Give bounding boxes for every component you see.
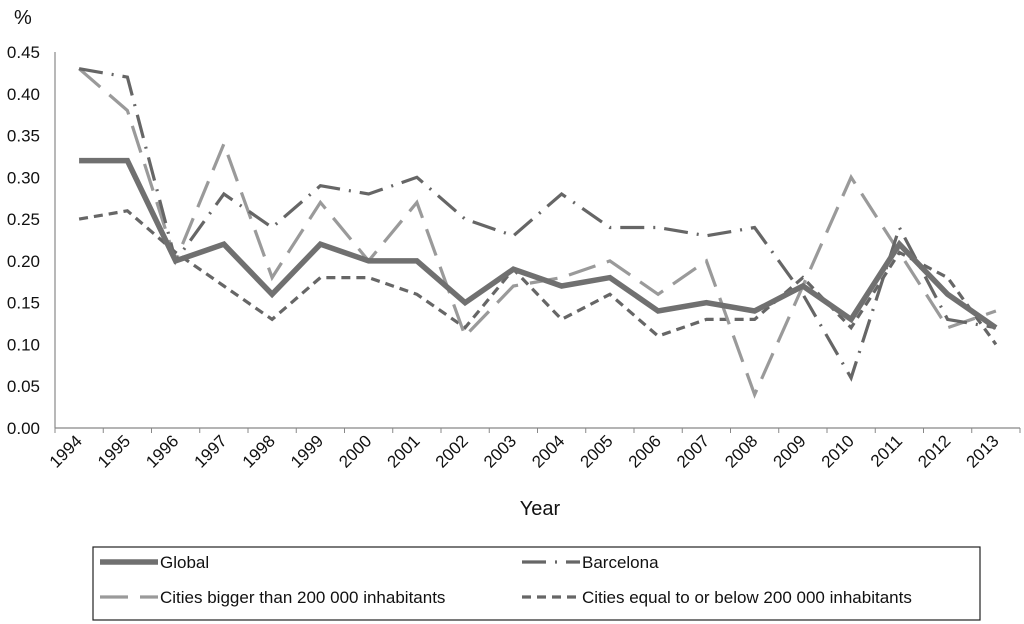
legend-label: Cities bigger than 200 000 inhabitants [160, 588, 445, 607]
x-tick-label: 2011 [867, 431, 906, 470]
x-tick-label: 2009 [770, 431, 810, 471]
x-tick-label: 1998 [239, 431, 279, 471]
x-axis-title: Year [520, 498, 561, 520]
y-tick-label: 0.05 [7, 377, 40, 396]
x-tick-label: 1999 [287, 431, 327, 471]
series-cities-equal-to-or-below-200-000-inhabitants [78, 209, 998, 346]
legend-label: Cities equal to or below 200 000 inhabit… [582, 588, 912, 607]
x-tick-label: 1996 [142, 431, 182, 471]
y-tick-label: 0.35 [7, 127, 40, 146]
series-layer [78, 67, 998, 399]
x-tick-label: 2005 [577, 431, 617, 471]
x-tick-label: 2004 [528, 431, 568, 471]
series-line [78, 67, 997, 399]
x-tick-label: 1994 [46, 431, 86, 471]
x-tick-label: 2012 [914, 431, 954, 471]
y-tick-label: 0.15 [7, 294, 40, 313]
legend-entry: Barcelona [522, 553, 659, 572]
x-tick-label: 2000 [335, 431, 375, 471]
y-axis-unit-label: % [14, 7, 32, 29]
series-barcelona [78, 67, 997, 382]
legend-entry: Cities equal to or below 200 000 inhabit… [522, 588, 912, 607]
x-tick-label: 2003 [480, 431, 520, 471]
x-tick-label: 2001 [384, 431, 424, 471]
y-tick-label: 0.45 [7, 43, 40, 62]
legend: Global Barcelona Cities bigger than 200 00… [92, 546, 981, 621]
y-tick-label: 0.40 [7, 85, 40, 104]
x-tick-label: 1995 [94, 431, 134, 471]
x-tick-label: 2006 [625, 431, 665, 471]
y-tick-label: 0.25 [7, 210, 40, 229]
x-tick-label: 2008 [721, 431, 761, 471]
legend-box [92, 546, 981, 621]
x-tick-label: 1997 [191, 431, 231, 471]
x-tick-label: 2010 [818, 431, 858, 471]
y-tick-label: 0.30 [7, 168, 40, 187]
series-global [79, 157, 998, 330]
series-line [79, 157, 998, 330]
x-tick-label: 2007 [673, 431, 713, 471]
x-tick-label: 2002 [432, 431, 472, 471]
legend-label: Barcelona [582, 553, 659, 572]
legend-entry: Global [100, 553, 209, 572]
y-tick-label: 0.20 [7, 252, 40, 271]
series-cities-bigger-than-200-000-inhabitants [78, 67, 997, 399]
y-axis: 0.00 0.05 0.10 0.15 0.20 0.25 0.30 0.35 0.40 0.45 [7, 43, 56, 438]
legend-label: Global [160, 553, 209, 572]
legend-entry: Cities bigger than 200 000 inhabitants [100, 588, 445, 607]
y-tick-label: 0.00 [7, 419, 40, 438]
y-tick-label: 0.10 [7, 335, 40, 354]
series-line [78, 67, 997, 382]
x-tick-label: 2013 [963, 431, 1003, 471]
x-axis: 1994 1995 1996 1997 1998 1999 2000 2001 2002 2003… [46, 427, 1021, 472]
series-line [78, 209, 998, 346]
